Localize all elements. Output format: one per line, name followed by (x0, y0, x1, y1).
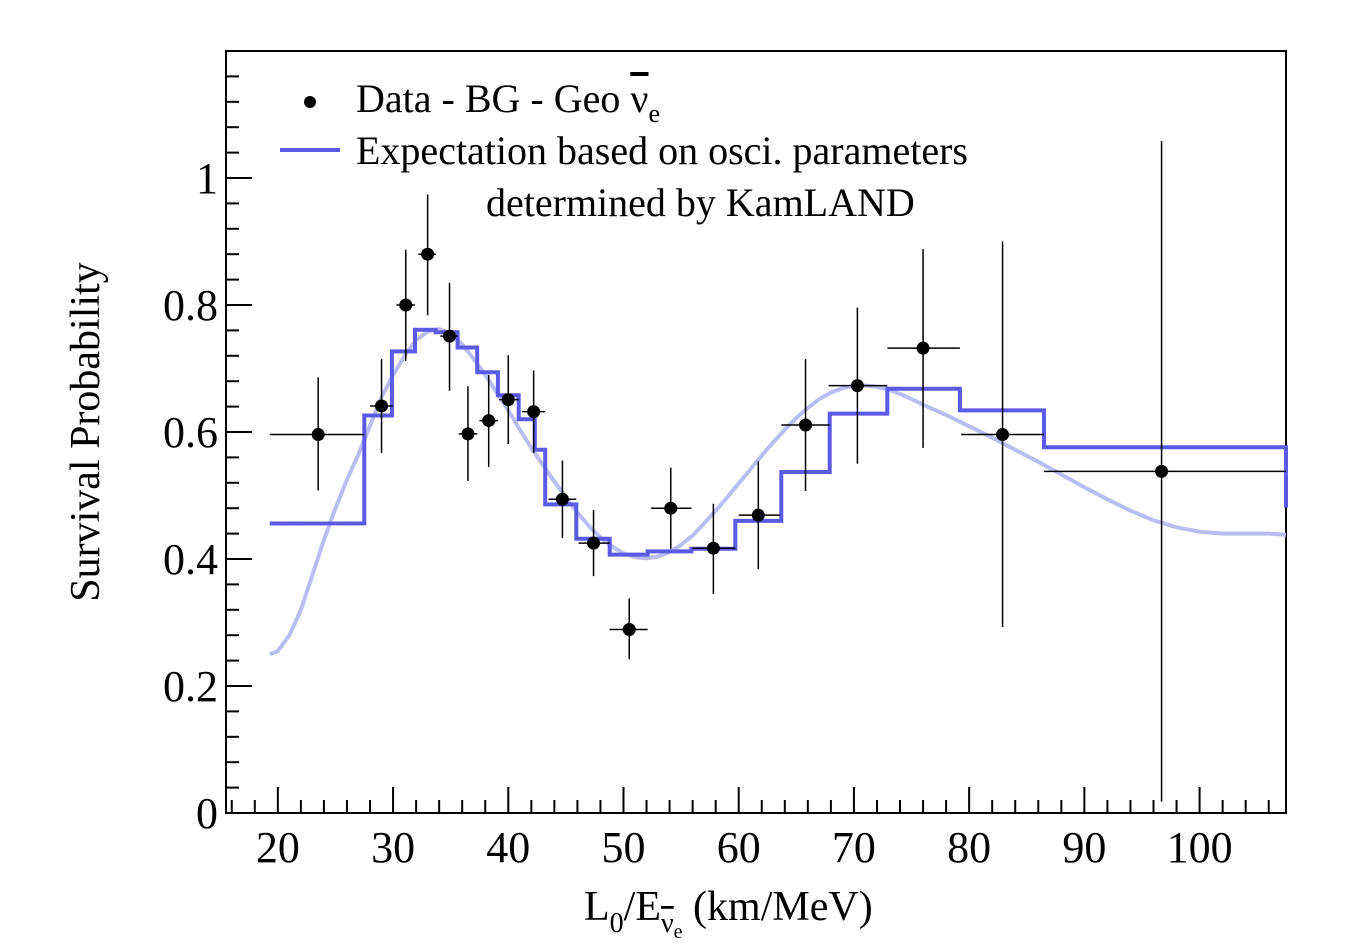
y-tick-label: 0 (196, 789, 218, 838)
data-point (399, 298, 413, 312)
data-point-group (961, 241, 1045, 627)
step-expectation-layer (269, 327, 1288, 557)
data-point (1155, 464, 1169, 478)
x-tick-label: 90 (1062, 823, 1106, 872)
legend-data-label-text: Data - BG - Geo (356, 76, 630, 121)
x-tick-label: 30 (371, 823, 415, 872)
data-point-group (692, 503, 736, 594)
legend-expectation-label-line2: determined by KamLAND (486, 180, 915, 225)
y-tick-label: 0.4 (163, 535, 218, 584)
data-point-group (499, 355, 519, 445)
data-point-group (651, 467, 692, 549)
x-tick-label: 60 (717, 823, 761, 872)
data-point-group (269, 377, 365, 491)
x-axis-title: L0/Eνe (km/MeV) (584, 884, 873, 943)
y-tick-label: 0.2 (163, 662, 218, 711)
x-axis-title-units: (km/MeV) (683, 884, 873, 930)
axis-tick-labels: 20 30 40 50 60 70 80 90 100 0 0.2 0.4 0.6 0.8 1 (163, 154, 1233, 872)
x-tick-label: 100 (1167, 823, 1233, 872)
axis-ticks (226, 50, 1270, 814)
data-point (555, 492, 569, 506)
data-point (916, 341, 930, 355)
data-point-group (609, 598, 648, 660)
data-point-group (578, 510, 610, 577)
data-point (443, 329, 457, 343)
data-point (622, 622, 636, 636)
x-tick-label: 80 (947, 823, 991, 872)
data-point (527, 405, 541, 419)
data-point-group (781, 358, 830, 492)
data-point (751, 508, 765, 522)
data-point (799, 418, 813, 432)
data-point-group (396, 249, 415, 361)
data-points-layer (269, 141, 1286, 802)
data-point (421, 247, 435, 261)
data-point-group (479, 374, 498, 467)
smooth-expectation-curve (269, 327, 1287, 657)
legend-data-marker (304, 96, 316, 108)
data-point (311, 428, 325, 442)
legend-data-label: Data - BG - Geo νe (356, 76, 660, 128)
x-axis-title-L: L (584, 884, 610, 930)
data-point (501, 393, 515, 407)
data-point (375, 399, 389, 413)
x-axis-title-sub0: 0 (610, 908, 624, 939)
x-tick-label: 40 (486, 823, 530, 872)
data-point-group (370, 358, 394, 453)
y-axis-title: Survival Probability (63, 262, 109, 602)
data-point (461, 427, 475, 441)
data-point-group (887, 249, 960, 448)
y-tick-label: 1 (196, 154, 218, 203)
data-point-group (418, 194, 436, 316)
x-axis-title-E: /E (624, 884, 661, 930)
data-point-group (458, 386, 478, 481)
data-point (996, 428, 1010, 442)
data-point-group (738, 461, 781, 570)
step-expectation-histogram (269, 327, 1288, 557)
x-axis-title-nu-sub: e (674, 921, 683, 943)
x-axis-title-nu: ν (661, 908, 674, 939)
x-tick-label: 20 (256, 823, 300, 872)
y-tick-label: 0.8 (163, 281, 218, 330)
data-point (482, 414, 496, 428)
legend-expectation-label-line1: Expectation based on osci. parameters (356, 128, 968, 173)
x-tick-label: 70 (832, 823, 876, 872)
data-point (850, 379, 864, 393)
data-point-group (1044, 141, 1286, 802)
x-tick-label: 50 (602, 823, 646, 872)
data-point-group (828, 307, 888, 464)
data-point (587, 536, 601, 550)
y-tick-label: 0.6 (163, 408, 218, 457)
legend-data-nu-symbol: ν (630, 76, 648, 121)
data-point (664, 501, 678, 515)
legend-data-nu-subscript: e (648, 99, 660, 128)
smooth-expectation-layer (269, 327, 1287, 657)
data-point-group (548, 460, 577, 539)
legend: Data - BG - Geo νe Expectation based on … (280, 76, 968, 225)
data-point-group (440, 282, 458, 391)
data-point-group (522, 370, 546, 453)
data-point (706, 541, 720, 555)
